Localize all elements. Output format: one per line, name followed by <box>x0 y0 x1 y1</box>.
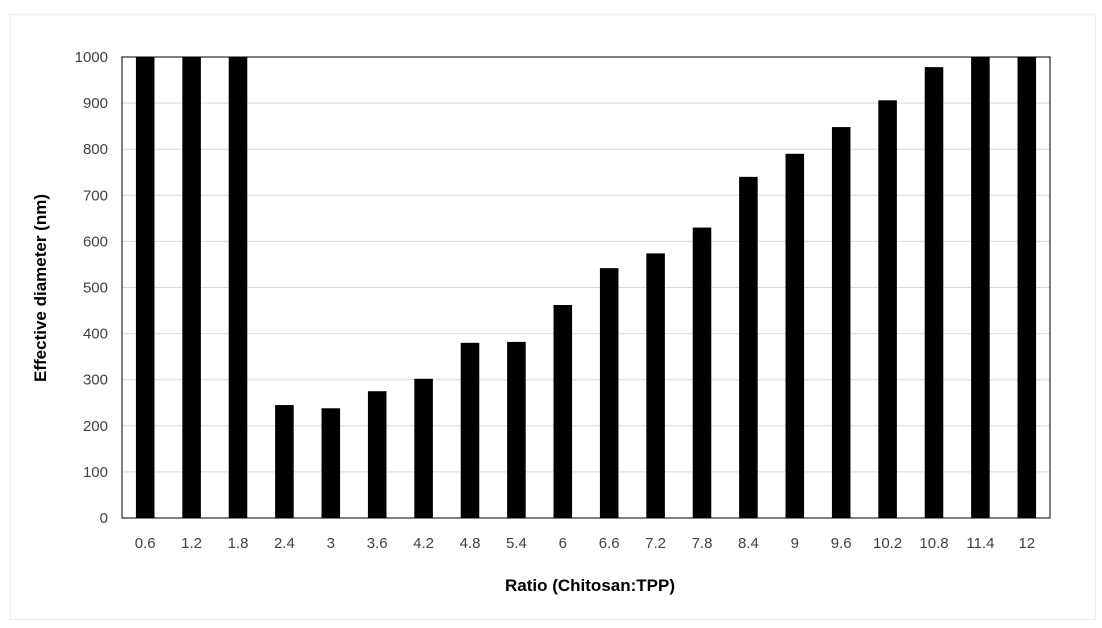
bar-11.4 <box>971 57 990 518</box>
x-tick-label: 0.6 <box>135 535 156 552</box>
bar-12 <box>1017 57 1037 518</box>
bar-1.2 <box>182 57 201 518</box>
bar-2.4 <box>275 405 294 518</box>
x-tick-label: 10.2 <box>873 535 902 552</box>
bar-4.2 <box>414 378 433 518</box>
bar-6.6 <box>599 268 619 518</box>
x-tick-label: 5.4 <box>506 535 527 552</box>
x-tick-label: 8.4 <box>738 535 759 552</box>
y-tick-label: 300 <box>83 372 108 389</box>
x-tick-label: 6.6 <box>599 535 620 552</box>
x-tick-label: 2.4 <box>274 535 295 552</box>
bar-7.2 <box>646 253 665 519</box>
y-tick-label: 600 <box>83 233 108 250</box>
x-tick-label: 3.6 <box>367 535 388 552</box>
x-tick-label: 4.8 <box>460 535 481 552</box>
y-tick-label: 700 <box>83 187 108 204</box>
plot-border <box>121 56 1051 519</box>
bar-0.6 <box>135 57 155 518</box>
y-tick-labels: 0 100 200 300 400 500 600 700 800 900 1000 <box>75 49 108 527</box>
bar-3.6 <box>367 391 387 518</box>
bar-9 <box>785 153 805 518</box>
x-tick-labels: 0.6 1.2 1.8 2.4 3 3.6 4.2 4.8 5.4 6 6.6 7.2 7.8 8.4 9 9… <box>135 535 1035 552</box>
x-tick-label: 9 <box>791 535 799 552</box>
bar-3 <box>321 408 341 518</box>
x-tick-label: 4.2 <box>413 535 434 552</box>
bar-10.2 <box>878 100 897 519</box>
y-tick-label: 100 <box>83 464 108 481</box>
bar-5.4 <box>507 341 526 518</box>
y-tick-label: 900 <box>83 95 108 112</box>
x-tick-label: 11.4 <box>966 535 994 552</box>
bar-10.8 <box>924 67 944 518</box>
bar-8.4 <box>739 176 758 519</box>
bar-6 <box>553 305 573 518</box>
gridlines <box>122 102 1050 473</box>
x-tick-label: 7.2 <box>645 535 666 552</box>
y-tick-label: 800 <box>83 141 108 158</box>
y-tick-label: 200 <box>83 418 108 435</box>
y-tick-label: 500 <box>83 280 108 297</box>
y-tick-label: 1000 <box>75 49 108 66</box>
x-axis-title: Ratio (Chitosan:TPP) <box>505 576 675 595</box>
x-tick-label: 3 <box>327 535 335 552</box>
x-tick-label: 12 <box>1018 535 1035 552</box>
bar-4.8 <box>460 342 480 518</box>
bar-9.6 <box>831 127 851 519</box>
bar-1.8 <box>228 57 248 518</box>
x-tick-label: 7.8 <box>692 535 713 552</box>
axes <box>121 56 1051 519</box>
bar-7.8 <box>692 227 712 518</box>
x-tick-label: 10.8 <box>919 535 948 552</box>
y-tick-label: 0 <box>100 510 108 527</box>
x-tick-label: 9.6 <box>831 535 852 552</box>
x-tick-label: 6 <box>559 535 567 552</box>
x-tick-label: 1.8 <box>228 535 249 552</box>
y-tick-label: 400 <box>83 326 108 343</box>
y-axis-title: Effective diameter (nm) <box>31 194 50 382</box>
bars <box>135 57 1037 519</box>
x-tick-label: 1.2 <box>181 535 202 552</box>
